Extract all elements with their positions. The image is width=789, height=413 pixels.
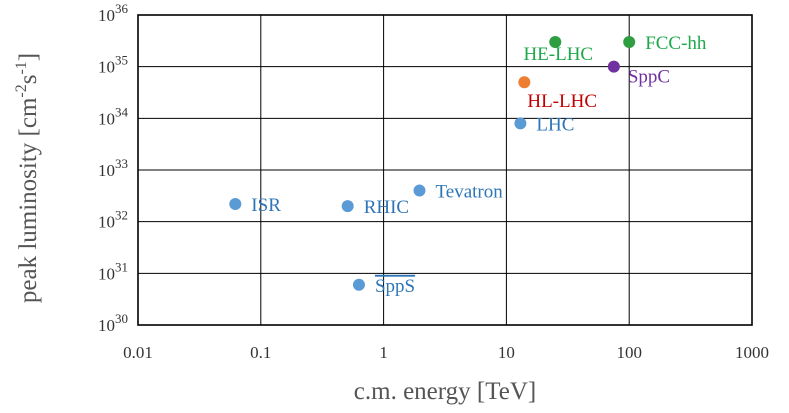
x-tick-label: 1000 xyxy=(735,343,769,362)
point-label-he-lhc: HE-LHC xyxy=(523,44,593,65)
point-label-fcc-hh: FCC-hh xyxy=(645,33,707,54)
y-tick-label: 1030 xyxy=(98,311,128,335)
point-rhic xyxy=(341,200,354,213)
point-isr xyxy=(229,197,242,210)
x-axis-title: c.m. energy [TeV] xyxy=(354,378,536,405)
point-label-hl-lhc: HL-LHC xyxy=(527,91,597,112)
y-axis-title-exp2: -1 xyxy=(13,61,30,74)
y-axis-title-mid: s xyxy=(15,75,42,85)
x-tick-label: 10 xyxy=(498,343,515,362)
y-tick-label: 1034 xyxy=(98,104,129,128)
x-tick-label: 100 xyxy=(616,343,642,362)
y-axis-title: peak luminosity [cm-2s-1] xyxy=(13,53,42,303)
point-tevatron xyxy=(413,184,426,197)
plot-area-frame xyxy=(137,14,753,326)
y-tick-label: 1033 xyxy=(98,156,128,180)
point-fcc-hh xyxy=(623,36,636,49)
point-lhc xyxy=(514,117,527,130)
grid-lines xyxy=(138,15,752,325)
y-axis-ticks: 1030 1031 1032 1033 1034 1035 1036 xyxy=(98,1,129,335)
point-label-lhc: LHC xyxy=(536,114,574,135)
y-tick-label: 1035 xyxy=(98,53,128,77)
point-spps xyxy=(352,278,365,291)
point-label-tevatron: Tevatron xyxy=(435,182,503,203)
point-label-spps: SppS xyxy=(375,276,415,297)
x-axis-ticks: 0.01 0.1 1 10 100 1000 xyxy=(123,343,769,362)
x-tick-label: 0.01 xyxy=(123,343,153,362)
point-label-rhic: RHIC xyxy=(364,197,409,218)
y-axis-title-main: peak luminosity [cm xyxy=(15,97,42,303)
point-label-isr: ISR xyxy=(251,195,281,216)
point-he-lhc xyxy=(549,36,562,49)
y-tick-label: 1036 xyxy=(98,1,129,25)
y-axis-title-exp1: -2 xyxy=(13,84,30,97)
y-axis-title-end: ] xyxy=(15,53,42,61)
point-label-sppc: SppC xyxy=(628,67,670,88)
x-tick-label: 1 xyxy=(379,343,388,362)
x-tick-label: 0.1 xyxy=(250,343,271,362)
point-sppc xyxy=(607,60,620,73)
y-tick-label: 1031 xyxy=(98,259,128,283)
y-tick-label: 1032 xyxy=(98,208,128,232)
point-hl-lhc xyxy=(518,76,531,89)
